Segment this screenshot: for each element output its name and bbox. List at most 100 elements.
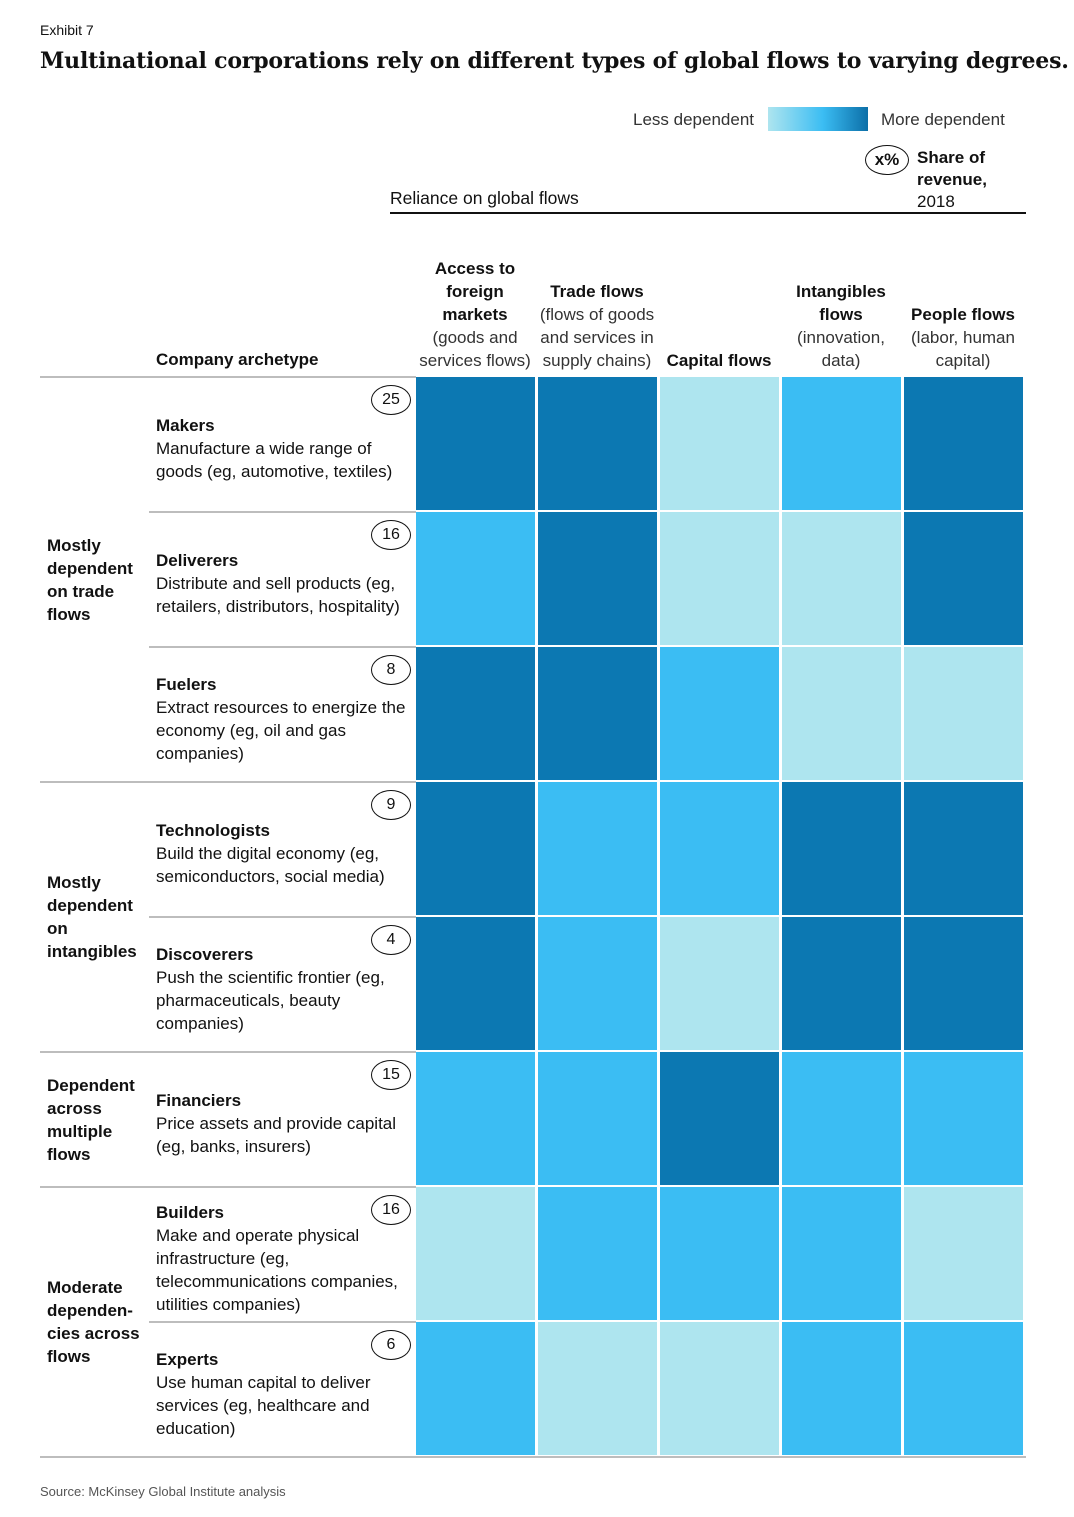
- column-header-title: Access to foreign markets: [434, 259, 516, 324]
- group-label: Mostly dependent on intangibles: [47, 873, 137, 961]
- heatmap-cell: [782, 1052, 901, 1185]
- column-header-note: (goods and services flows): [419, 328, 531, 370]
- heatmap-cell: [538, 917, 657, 1050]
- group-label: Dependent across multiple flows: [47, 1076, 135, 1164]
- heatmap-cell: [904, 512, 1023, 645]
- reliance-label: Reliance on global flows: [390, 188, 579, 208]
- column-header-2: Trade flows (flows of goods and services …: [537, 236, 657, 372]
- group-divider: [40, 1456, 416, 1458]
- archetype-description: Make and operate physical infrastructure…: [156, 1226, 398, 1314]
- heatmap-cell: [904, 647, 1023, 780]
- share-symbol-oval: x%: [865, 145, 909, 175]
- archetype-row-header: Technologists Build the digital economy (…: [156, 819, 414, 888]
- share-badge: 9: [371, 790, 411, 820]
- heatmap-cell: [904, 1187, 1023, 1320]
- heatmap-cell: [538, 1187, 657, 1320]
- share-badge: 6: [371, 1330, 411, 1360]
- archetype-row-header: Builders Make and operate physical infras…: [156, 1201, 414, 1316]
- row-divider: [149, 1321, 416, 1323]
- archetype-description: Build the digital economy (eg, semicondu…: [156, 844, 385, 886]
- archetype-row-header: Fuelers Extract resources to energize the…: [156, 673, 414, 765]
- heatmap-cell: [660, 917, 779, 1050]
- group-label: Moderate dependen-cies across flows: [47, 1278, 140, 1366]
- column-header-4: Intangibles flows (innovation, data): [781, 236, 901, 372]
- archetype-description: Extract resources to energize the econom…: [156, 698, 406, 763]
- row-divider: [149, 916, 416, 918]
- heatmap-cell: [904, 917, 1023, 1050]
- share-legend-title: Share of revenue,: [917, 148, 987, 189]
- column-header-title: Trade flows: [550, 282, 644, 301]
- heatmap-cell: [416, 512, 535, 645]
- heatmap-cell: [538, 782, 657, 915]
- heatmap-cell: [782, 512, 901, 645]
- heatmap-cell: [660, 1322, 779, 1455]
- column-header-note: (innovation, data): [797, 328, 885, 370]
- archetype-name: Builders: [156, 1203, 225, 1222]
- group-divider: [40, 1186, 416, 1188]
- column-header-note: (labor, human capital): [911, 328, 1015, 370]
- heatmap-cell: [416, 647, 535, 780]
- archetype-description: Distribute and sell products (eg, retail…: [156, 574, 400, 616]
- heatmap-cell: [660, 782, 779, 915]
- heatmap-cell: [538, 647, 657, 780]
- archetype-header: Company archetype: [156, 350, 319, 369]
- group-divider: [40, 376, 416, 378]
- archetype-name: Deliverers: [156, 551, 239, 570]
- share-badge: 4: [371, 925, 411, 955]
- grid-bottom-rule: [416, 1456, 1026, 1458]
- heatmap-cell: [782, 1322, 901, 1455]
- column-header-note: (flows of goods and services in supply c…: [539, 305, 655, 370]
- heatmap-cell: [538, 512, 657, 645]
- share-badge: 8: [371, 655, 411, 685]
- group-divider: [40, 781, 416, 783]
- legend-more-label: More dependent: [881, 110, 1005, 129]
- heatmap-cell: [416, 1052, 535, 1185]
- archetype-name: Discoverers: [156, 945, 254, 964]
- row-divider: [149, 511, 416, 513]
- column-header-3: Capital flows: [659, 236, 779, 372]
- archetype-name: Fuelers: [156, 675, 217, 694]
- heatmap-cell: [660, 1187, 779, 1320]
- heatmap-cell: [782, 782, 901, 915]
- heatmap-cell: [904, 1322, 1023, 1455]
- legend-gradient-bar: [768, 107, 868, 131]
- heatmap-cell: [416, 377, 535, 510]
- heatmap-cell: [660, 1052, 779, 1185]
- share-legend-year: 2018: [917, 192, 955, 211]
- share-badge: 15: [371, 1060, 411, 1090]
- heatmap-cell: [782, 647, 901, 780]
- exhibit-label: Exhibit 7: [40, 22, 94, 38]
- heatmap-cell: [782, 1187, 901, 1320]
- column-header-title: People flows: [911, 305, 1015, 324]
- heatmap-cell: [416, 917, 535, 1050]
- heatmap-cell: [660, 647, 779, 780]
- archetype-description: Manufacture a wide range of goods (eg, a…: [156, 439, 393, 481]
- row-divider: [149, 646, 416, 648]
- share-badge: 25: [371, 385, 411, 415]
- archetype-name: Makers: [156, 416, 215, 435]
- share-legend-label: Share of revenue, 2018: [917, 147, 1027, 213]
- legend-less-label: Less dependent: [633, 110, 754, 129]
- heatmap-cell: [782, 917, 901, 1050]
- heatmap-cell: [782, 377, 901, 510]
- heatmap-cell: [416, 1322, 535, 1455]
- heatmap-cell: [416, 782, 535, 915]
- archetype-description: Push the scientific frontier (eg, pharma…: [156, 968, 385, 1033]
- share-badge: 16: [371, 520, 411, 550]
- heatmap-cell: [904, 1052, 1023, 1185]
- archetype-row-header: Deliverers Distribute and sell products (…: [156, 549, 414, 618]
- group-label: Mostly dependent on trade flows: [47, 536, 133, 624]
- column-header-title: Intangibles flows: [796, 282, 886, 324]
- archetype-row-header: Makers Manufacture a wide range of goods …: [156, 414, 414, 483]
- group-divider: [40, 1051, 416, 1053]
- share-badge: 16: [371, 1195, 411, 1225]
- archetype-row-header: Experts Use human capital to deliver serv…: [156, 1348, 414, 1440]
- heatmap-cell: [904, 782, 1023, 915]
- heatmap-cell: [538, 1322, 657, 1455]
- archetype-name: Experts: [156, 1350, 219, 1369]
- archetype-description: Use human capital to deliver services (e…: [156, 1373, 371, 1438]
- archetype-name: Technologists: [156, 821, 270, 840]
- column-header-title: Capital flows: [666, 351, 772, 370]
- reliance-rule: [390, 212, 1026, 214]
- heatmap-cell: [660, 512, 779, 645]
